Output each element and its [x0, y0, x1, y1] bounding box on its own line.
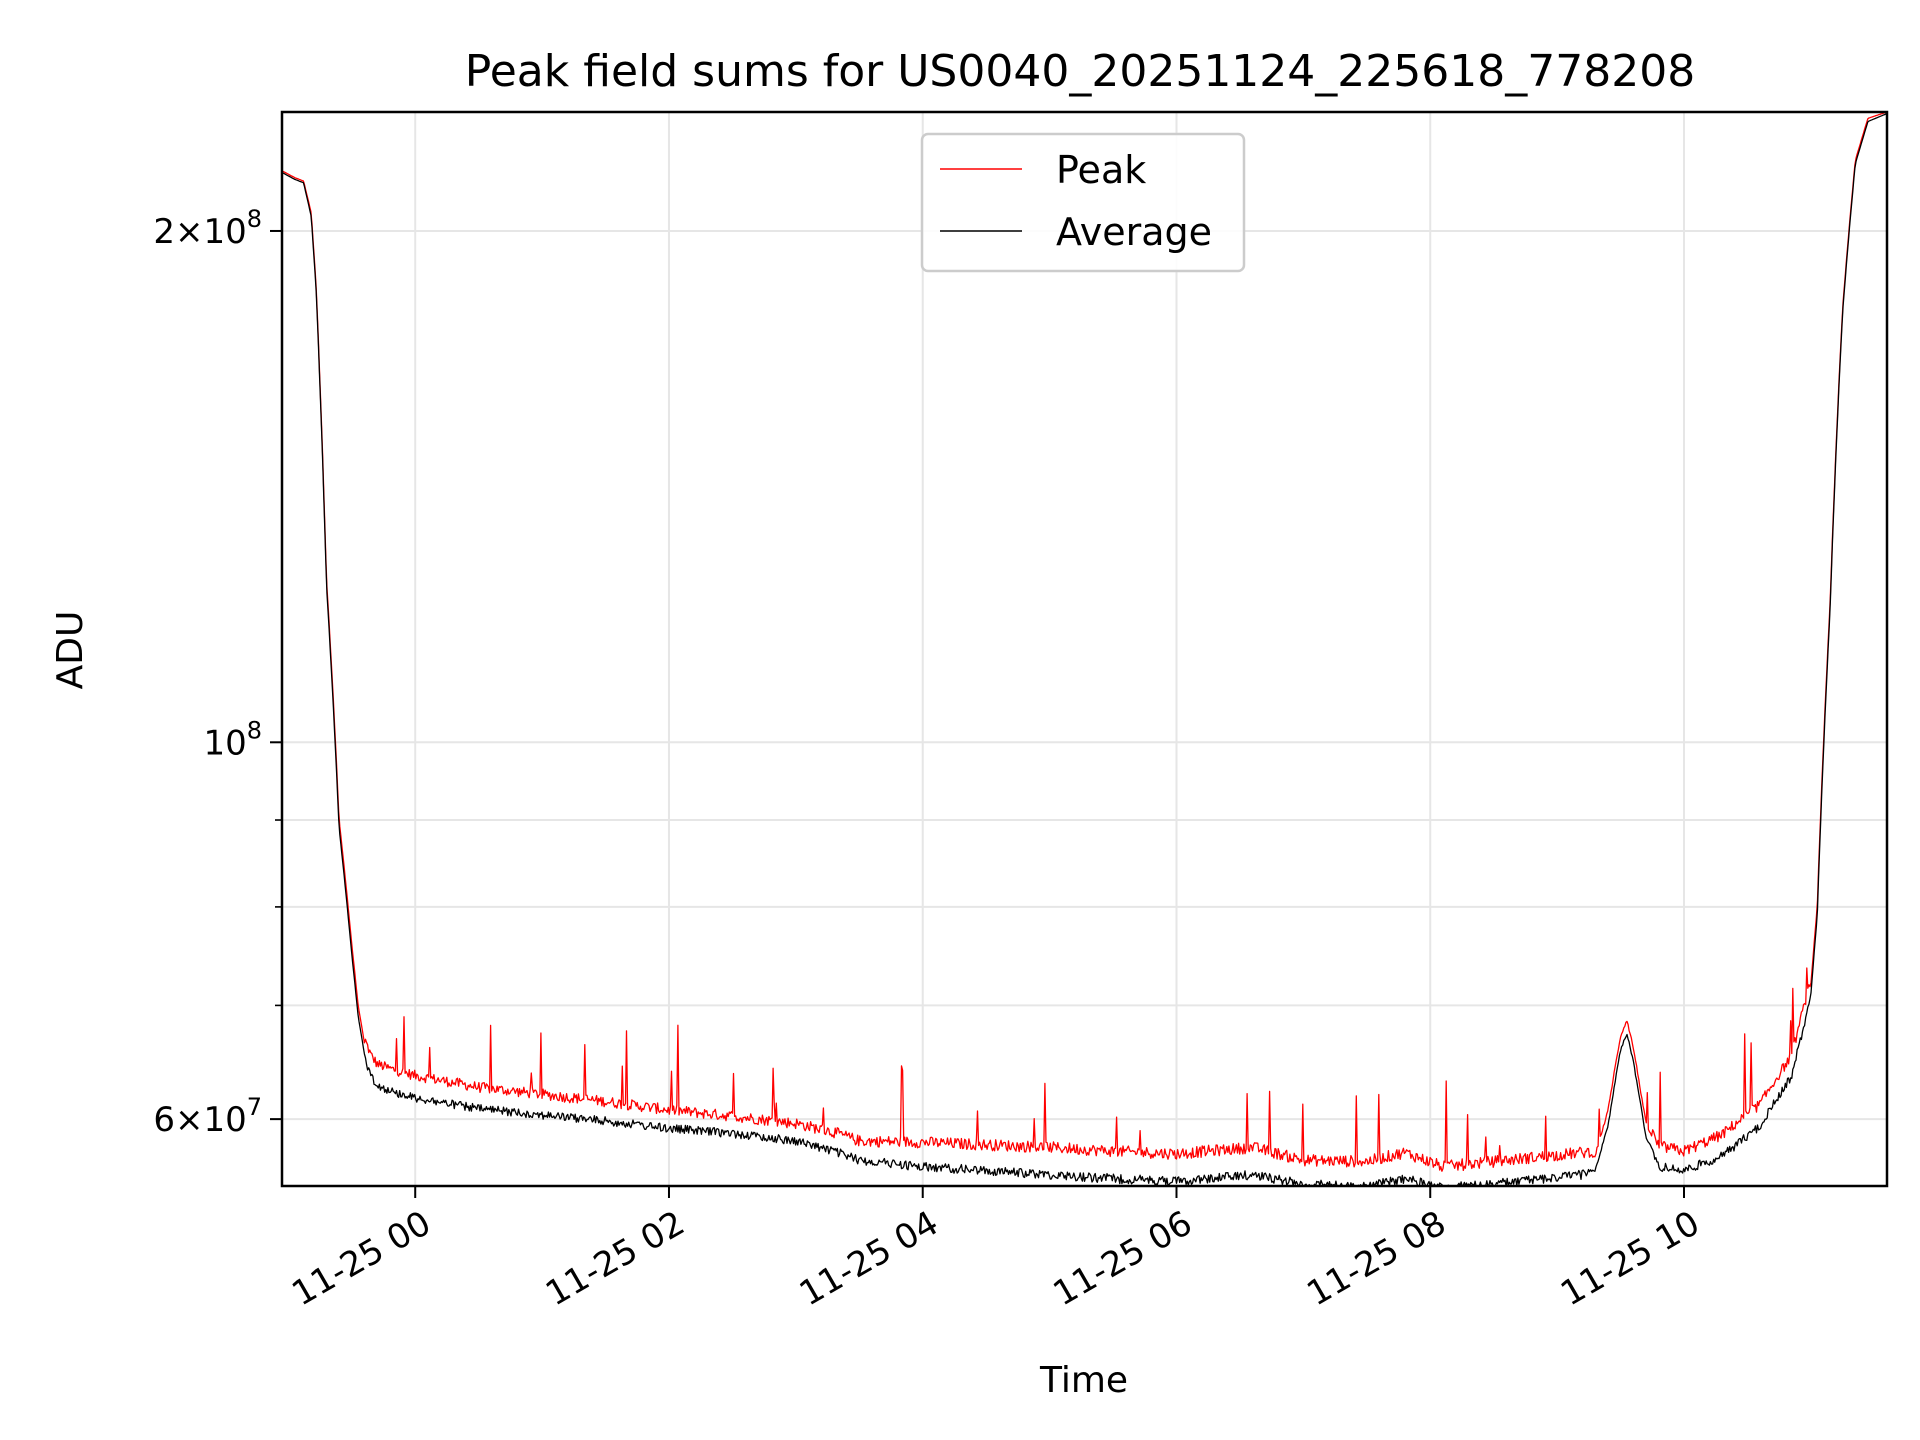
chart-title: Peak field sums for US0040_20251124_2256…: [465, 46, 1695, 97]
y-tick-label: 6×107: [153, 1093, 262, 1140]
grid: [282, 112, 1887, 1186]
legend: Peak Average: [920, 132, 1246, 273]
series-line-average: [281, 112, 1888, 1187]
legend-label-average: Average: [1056, 210, 1212, 254]
x-axis-label: Time: [1039, 1360, 1128, 1401]
y-tick-label: 108: [203, 716, 262, 763]
y-axis-label: ADU: [50, 611, 91, 690]
y-tick-label: 2×108: [153, 205, 262, 252]
legend-label-peak: Peak: [1056, 148, 1146, 192]
axes-frame: [280, 110, 1889, 1188]
plot-area: [281, 111, 1888, 1187]
y-axis: 6×107 108 2×108: [153, 205, 282, 1140]
series-line-peak: [281, 111, 1888, 1172]
